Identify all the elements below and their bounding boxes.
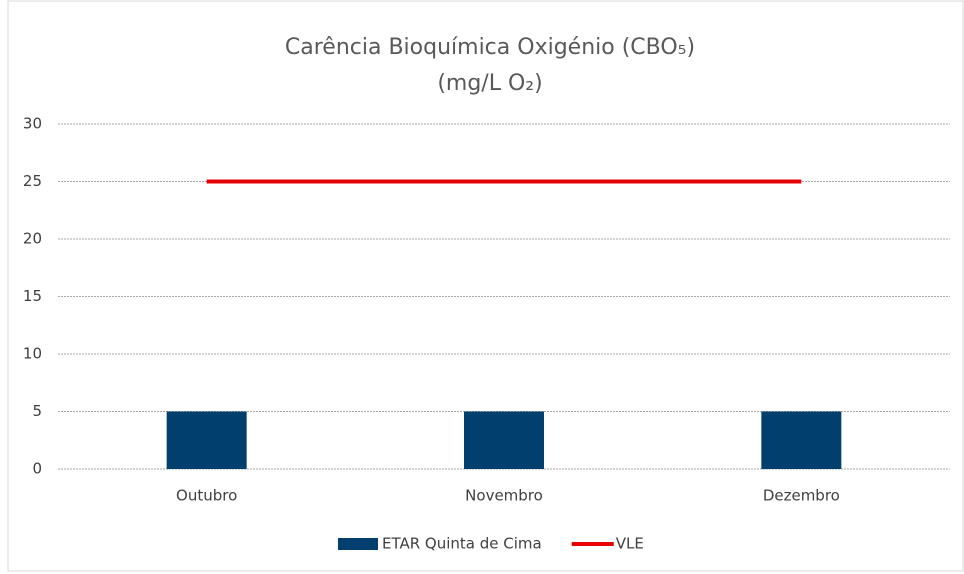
legend-label: VLE <box>616 535 644 553</box>
y-tick-label: 20 <box>23 230 42 248</box>
x-tick-label: Outubro <box>176 487 237 505</box>
chart-subtitle: (mg/L O₂) <box>437 71 542 96</box>
y-tick-label: 15 <box>23 287 42 305</box>
y-tick-label: 30 <box>23 115 42 133</box>
legend-swatch <box>338 538 378 550</box>
y-tick-label: 10 <box>23 345 42 363</box>
y-tick-label: 0 <box>32 460 42 478</box>
x-tick-label: Novembro <box>465 487 543 505</box>
legend-label: ETAR Quinta de Cima <box>382 535 542 553</box>
bar <box>464 411 544 469</box>
x-tick-label: Dezembro <box>763 487 840 505</box>
y-tick-label: 25 <box>23 172 42 190</box>
chart-title: Carência Bioquímica Oxigénio (CBO₅) <box>285 35 695 60</box>
y-tick-label: 5 <box>32 402 42 420</box>
chart-frame <box>7 0 964 572</box>
bar <box>166 411 247 469</box>
bar <box>761 411 842 469</box>
